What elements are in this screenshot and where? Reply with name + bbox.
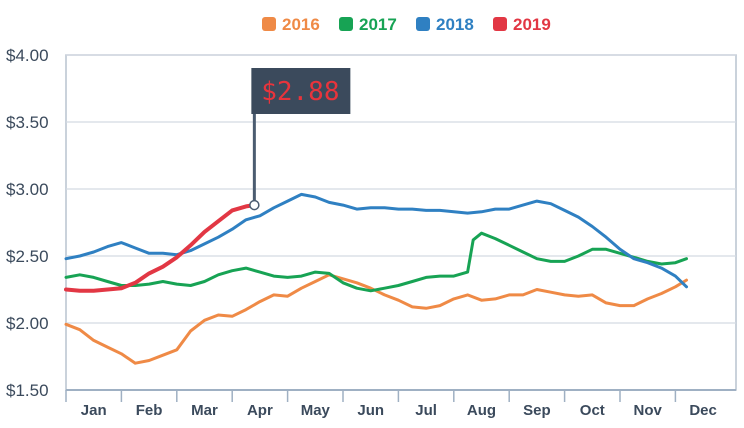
series-layer [64, 192, 688, 365]
legend-label-2019: 2019 [513, 15, 551, 34]
legend-swatch-2018 [416, 17, 430, 31]
plot-frame [65, 54, 737, 391]
x-tick-label: Jan [81, 402, 107, 419]
legend-swatch-2016 [262, 17, 276, 31]
legend-label-2016: 2016 [282, 15, 320, 34]
x-tick-label: Nov [634, 402, 663, 419]
series-line-2019 [64, 203, 257, 293]
series-line-2018 [64, 192, 688, 289]
axis-layer: $1.50 $2.00 $2.50 $3.00 $3.50 $4.00 Jan Feb Mar A… [6, 46, 736, 419]
x-tick-label: Mar [191, 402, 218, 419]
legend-swatch-2019 [493, 17, 507, 31]
y-tick-label: $3.00 [6, 180, 49, 199]
x-tick-label: Oct [580, 402, 605, 419]
x-tick-label: Apr [247, 402, 273, 419]
legend-label-2018: 2018 [436, 15, 474, 34]
series-line-2017 [64, 231, 688, 293]
callout-marker [249, 199, 260, 211]
x-tick-label: Dec [689, 402, 717, 419]
callout-value: $2.88 [261, 77, 339, 107]
legend: 2016 2017 2018 2019 [262, 15, 551, 34]
price-callout: $2.88 [249, 68, 351, 211]
x-tick-label: May [301, 402, 331, 419]
y-tick-label: $3.50 [6, 113, 49, 132]
y-tick-label: $1.50 [6, 381, 49, 400]
x-tick-label: Sep [523, 402, 551, 419]
y-tick-label: $2.50 [6, 247, 49, 266]
y-tick-label: $4.00 [6, 46, 49, 65]
legend-label-2017: 2017 [359, 15, 397, 34]
x-tick-label: Jun [357, 402, 384, 419]
callout-box [251, 68, 351, 114]
x-tick-label: Feb [136, 402, 163, 419]
y-tick-label: $2.00 [6, 314, 49, 333]
x-tick-label: Jul [415, 402, 437, 419]
x-tick-label: Aug [467, 402, 496, 419]
series-line-2016 [64, 273, 688, 365]
legend-swatch-2017 [339, 17, 353, 31]
grid-layer [65, 54, 737, 391]
